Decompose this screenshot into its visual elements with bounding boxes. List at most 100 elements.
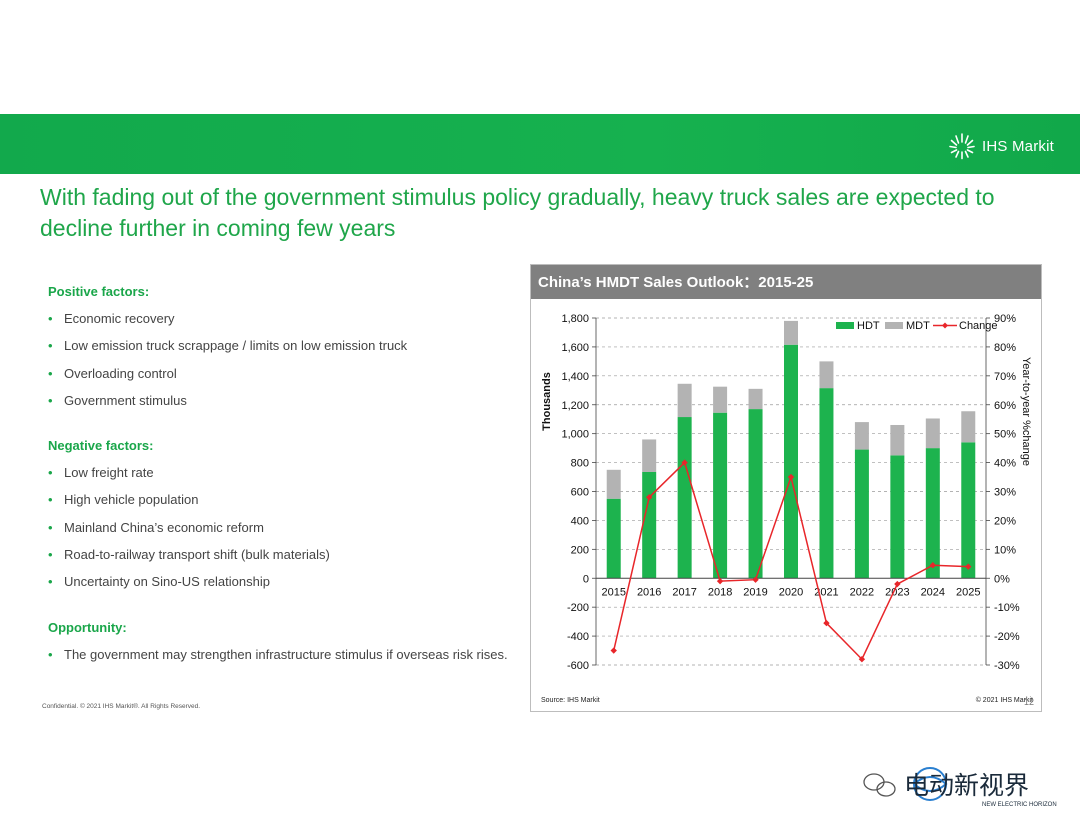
page-number: 12: [1024, 697, 1035, 707]
y2-tick-label: 30%: [994, 487, 1016, 499]
x-tick-label: 2024: [921, 586, 945, 598]
list-item-text: Low emission truck scrappage / limits on…: [64, 338, 408, 354]
change-point: [965, 563, 972, 570]
y-axis-label: Thousands: [541, 372, 553, 431]
positive-factors-heading: Positive factors:: [48, 284, 150, 299]
y2-tick-label: 50%: [994, 429, 1016, 441]
chart-title: China’s HMDT Sales Outlook：2015-25: [531, 265, 1041, 299]
y-tick-label: -200: [567, 602, 589, 614]
bar-mdt: [961, 411, 976, 443]
x-tick-label: 2018: [708, 586, 732, 598]
y2-tick-label: 80%: [994, 342, 1016, 354]
bar-mdt: [819, 361, 834, 389]
y2-tick-label: 70%: [994, 371, 1016, 383]
x-tick-label: 2015: [601, 586, 625, 598]
change-point: [610, 647, 617, 654]
bullet-icon: •: [48, 492, 53, 508]
bullet-icon: •: [48, 392, 53, 408]
list-item-text: Low freight rate: [64, 465, 154, 481]
bar-hdt: [748, 409, 763, 579]
list-item: • Mainland China’s economic reform: [48, 514, 528, 541]
bar-hdt: [819, 388, 834, 579]
x-tick-label: 2020: [779, 586, 803, 598]
globe-icon: [913, 767, 948, 801]
list-item-text: Mainland China’s economic reform: [64, 519, 264, 535]
bar-hdt: [925, 448, 940, 579]
bar-mdt: [713, 386, 728, 413]
list-item-text: Uncertainty on Sino-US relationship: [64, 574, 270, 590]
sales-outlook-chart: -600 -400 -200 0 200 400 600 800 1,000 1,200 1,400…: [541, 313, 1033, 704]
legend-label-hdt: HDT: [857, 320, 880, 332]
bar-mdt: [925, 418, 940, 449]
header-banner: IHS Markit: [0, 114, 1080, 174]
page-headline: With fading out of the government stimul…: [40, 184, 995, 241]
list-item: • Low freight rate: [48, 459, 528, 486]
y-tick-label: 400: [571, 515, 589, 527]
legend-swatch-mdt: [885, 322, 903, 329]
bar-mdt: [784, 320, 798, 345]
list-item: • Road-to-railway transport shift (bulk m…: [48, 541, 528, 568]
opportunity-heading: Opportunity:: [48, 619, 127, 635]
x-tick-label: 2025: [956, 586, 980, 598]
x-tick-label: 2017: [672, 586, 696, 598]
watermark: 电动新视界 NEW ELECTRIC HORIZON: [863, 767, 1057, 808]
bullet-icon: •: [48, 646, 53, 662]
bar-hdt: [961, 442, 976, 579]
bar-mdt: [890, 424, 905, 456]
list-item-text: Road-to-railway transport shift (bulk ma…: [64, 547, 330, 563]
y-tick-label: 800: [571, 458, 589, 470]
list-item-text: Overloading control: [64, 365, 177, 381]
x-tick-label: 2023: [885, 586, 909, 598]
bar-hdt: [642, 471, 657, 579]
y2-tick-label: 60%: [994, 400, 1016, 412]
x-tick-label: 2016: [637, 586, 661, 598]
bar-mdt: [642, 439, 657, 472]
bar-mdt: [854, 422, 869, 450]
ihs-markit-logo-icon: [949, 133, 975, 160]
y2-tick-label: 90%: [994, 313, 1016, 325]
wechat-icon: [863, 773, 896, 797]
negative-factors-heading: Negative factors:: [48, 438, 154, 454]
list-item: • Overloading control: [48, 360, 528, 387]
legend-label-mdt: MDT: [906, 320, 930, 332]
bar-hdt: [677, 417, 692, 579]
y-tick-label: 200: [571, 544, 589, 556]
y-tick-label: -400: [567, 631, 589, 643]
confidential-footer: Confidential. © 2021 IHS Markit®. All Ri…: [42, 703, 201, 710]
bar-mdt: [606, 469, 621, 499]
y2-tick-label: 0%: [994, 573, 1010, 585]
legend-swatch-hdt: [836, 322, 854, 329]
bullet-icon: •: [48, 311, 53, 326]
chart-copyright: © 2021 IHS Markit: [976, 696, 1033, 704]
y2-tick-label: -20%: [994, 631, 1020, 643]
bar-hdt: [784, 344, 798, 579]
y2-axis-label: Year-to-year %change: [1020, 357, 1032, 466]
y2-tick-label: 10%: [994, 544, 1016, 556]
bullet-icon: •: [48, 547, 53, 563]
chart-source: Source: IHS Markit: [541, 697, 600, 704]
legend-marker-change: [942, 322, 948, 329]
list-item-text: The government may strengthen infrastruc…: [64, 646, 508, 662]
bullet-icon: •: [48, 465, 53, 481]
y-tick-label: 0: [583, 573, 589, 585]
list-item: • Economic recovery: [48, 305, 528, 332]
y2-tick-label: 20%: [994, 515, 1016, 527]
y-tick-label: -600: [567, 660, 589, 672]
bar-mdt: [748, 388, 763, 410]
y-tick-label: 1,000: [561, 429, 589, 441]
change-point: [894, 580, 901, 588]
y-tick-label: 600: [571, 487, 589, 499]
y-tick-label: 1,400: [561, 371, 589, 383]
bar-hdt: [606, 498, 621, 579]
change-point: [787, 473, 795, 481]
y-tick-label: 1,200: [561, 400, 589, 412]
list-item-text: High vehicle population: [64, 492, 199, 508]
ihs-markit-logo: IHS Markit: [946, 130, 1054, 162]
y-tick-label: 1,600: [561, 342, 589, 354]
bullet-icon: •: [48, 574, 53, 590]
legend-label-change: Change: [959, 320, 998, 332]
bar-hdt: [890, 455, 905, 579]
list-item-text: Economic recovery: [64, 311, 175, 326]
bullet-icon: •: [48, 338, 53, 354]
list-item: • High vehicle population: [48, 486, 528, 513]
